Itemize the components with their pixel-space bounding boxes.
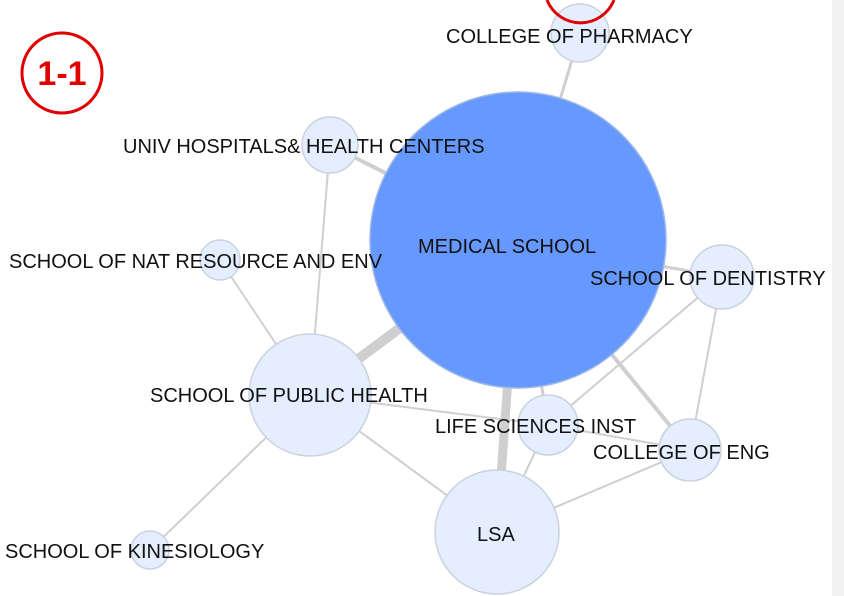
label-kinesiology: SCHOOL OF KINESIOLOGY: [5, 541, 264, 563]
badge-label: 1-1: [37, 55, 86, 93]
right-edge-strip: [832, 0, 844, 596]
label-natres: SCHOOL OF NAT RESOURCE AND ENV: [9, 251, 383, 273]
node-labels: COLLEGE OF PHARMACY UNIV HOSPITALS& HEAL…: [5, 26, 826, 563]
partial-red-circle: [545, 0, 616, 25]
node-kinesiology: [130, 530, 170, 570]
node-publichealth: [248, 333, 372, 457]
node-eng: [658, 418, 722, 482]
badge-circle: [20, 31, 104, 115]
label-pharmacy: COLLEGE OF PHARMACY: [446, 26, 693, 48]
label-lsa: LSA: [477, 524, 515, 546]
label-publichealth: SCHOOL OF PUBLIC HEALTH: [150, 385, 428, 407]
label-medical-school: MEDICAL SCHOOL: [418, 236, 596, 258]
node-natres: [199, 239, 241, 281]
edge-dentistry-lifesci: [547, 276, 723, 426]
figure-badge: 1-1: [20, 0, 616, 115]
label-lifesci: LIFE SCIENCES INST: [435, 416, 636, 438]
node-lifesci: [517, 394, 579, 456]
node-medical-school: [369, 91, 667, 389]
node-hospitals: [301, 116, 359, 174]
node-dentistry: [689, 244, 755, 310]
network-nodes: [130, 3, 755, 595]
label-dentistry: SCHOOL OF DENTISTRY: [590, 268, 826, 290]
node-lsa: [434, 469, 560, 595]
label-hospitals: UNIV HOSPITALS& HEALTH CENTERS: [123, 136, 485, 158]
label-eng: COLLEGE OF ENG: [593, 442, 770, 464]
